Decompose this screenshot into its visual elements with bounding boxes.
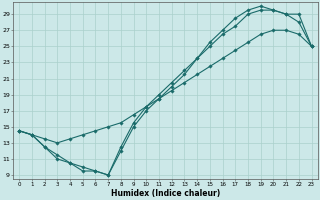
X-axis label: Humidex (Indice chaleur): Humidex (Indice chaleur) — [111, 189, 220, 198]
